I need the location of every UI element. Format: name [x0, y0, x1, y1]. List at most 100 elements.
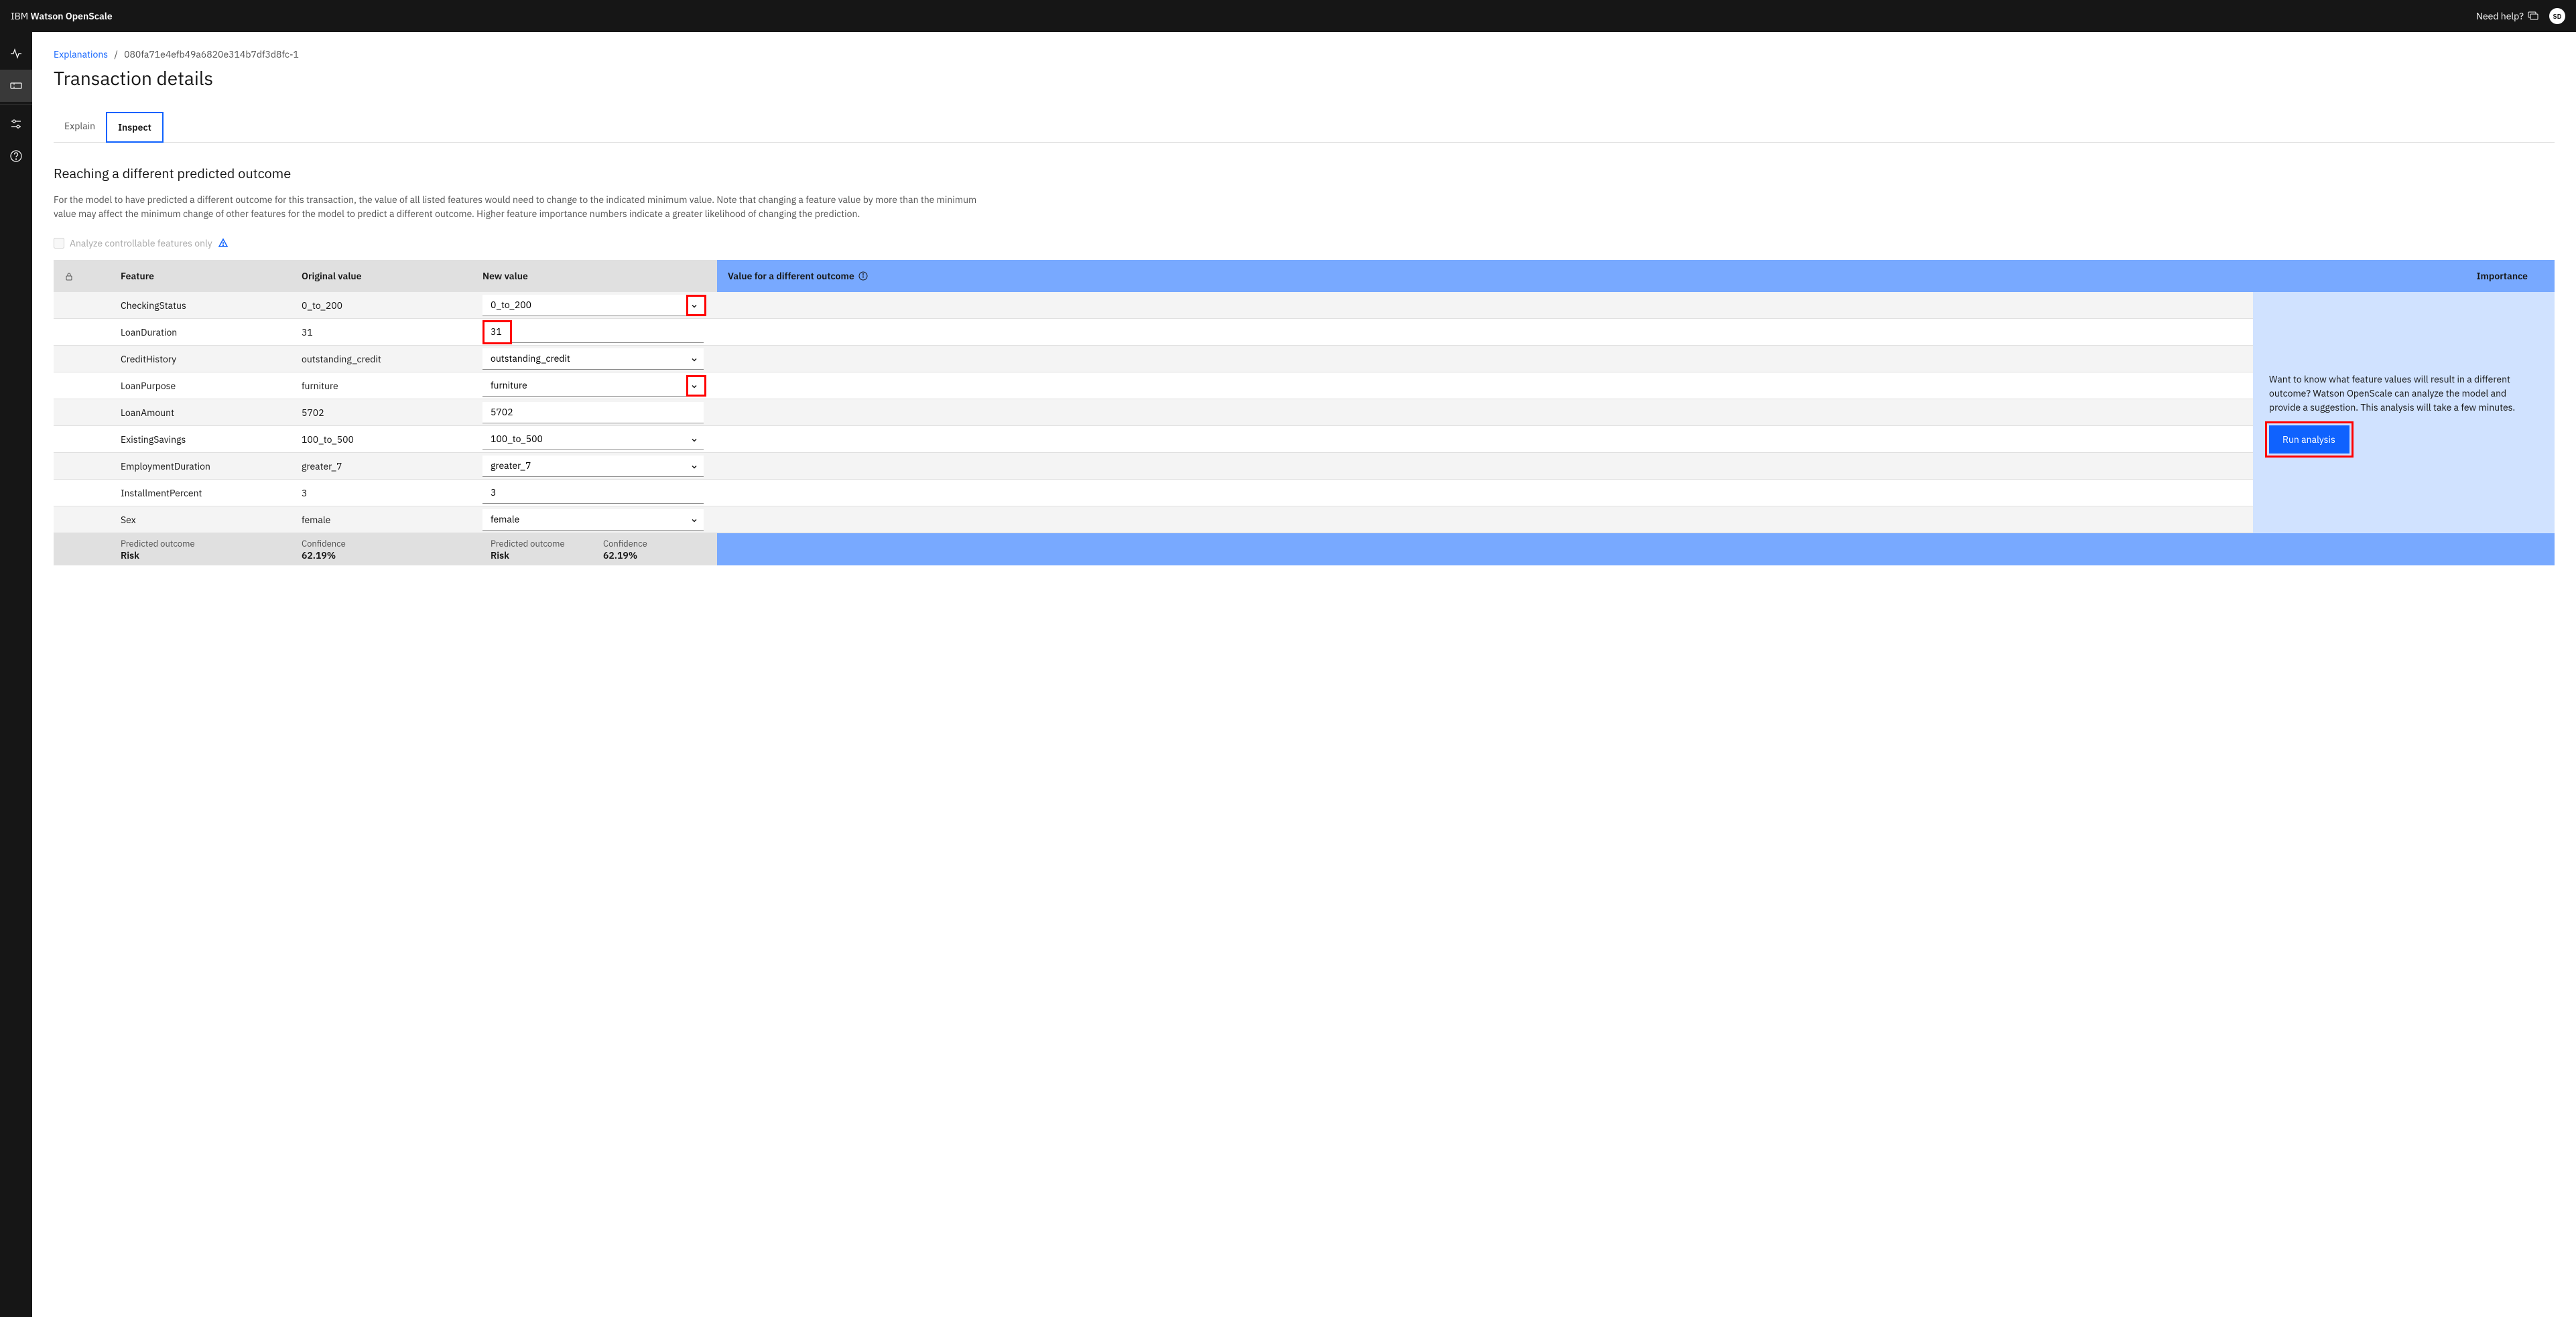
- sidebar-item-settings[interactable]: [0, 108, 32, 140]
- main-content: Explanations / 080fa71e4efb49a6820e314b7…: [32, 32, 2576, 1317]
- table-body: CheckingStatus0_to_2000_to_200LoanDurati…: [54, 292, 2555, 533]
- newvalue-select[interactable]: 100_to_500: [482, 429, 704, 450]
- sliders-icon: [9, 117, 23, 131]
- table-row: CreditHistoryoutstanding_creditoutstandi…: [54, 346, 2253, 372]
- newvalue-wrap: female: [482, 509, 704, 531]
- footer-pred-value: Risk: [121, 549, 302, 561]
- tab-inspect[interactable]: Inspect: [106, 112, 164, 143]
- help-icon: [9, 149, 23, 163]
- run-analysis-button[interactable]: Run analysis: [2269, 425, 2349, 454]
- breadcrumb-current: 080fa71e4efb49a6820e314b7df3d8fc-1: [124, 48, 299, 60]
- row-newvalue: furniture: [482, 375, 717, 397]
- info-icon[interactable]: [858, 271, 868, 281]
- row-original: 100_to_500: [302, 433, 482, 445]
- newvalue-wrap: [482, 402, 704, 423]
- row-newvalue: female: [482, 509, 717, 531]
- newvalue-select[interactable]: greater_7: [482, 456, 704, 477]
- table-row: LoanDuration31: [54, 319, 2253, 346]
- table-header: Feature Original value New value Value f…: [54, 260, 2555, 292]
- footer-conf2-value: 62.19%: [603, 549, 717, 561]
- footer-pred-label: Predicted outcome: [121, 538, 302, 549]
- th-feature: Feature: [121, 270, 302, 282]
- row-newvalue: 0_to_200: [482, 295, 717, 316]
- run-button-wrap: Run analysis: [2269, 425, 2349, 454]
- row-feature: ExistingSavings: [121, 433, 302, 445]
- table-row: ExistingSavings100_to_500100_to_500: [54, 426, 2253, 453]
- newvalue-wrap: furniture: [482, 375, 704, 397]
- table-row: CheckingStatus0_to_2000_to_200: [54, 292, 2253, 319]
- avatar-initials: SD: [2553, 12, 2562, 21]
- row-feature: CreditHistory: [121, 353, 302, 365]
- page-title: Transaction details: [54, 66, 2555, 90]
- help-label: Need help?: [2476, 10, 2524, 22]
- table-rows: CheckingStatus0_to_2000_to_200LoanDurati…: [54, 292, 2253, 533]
- newvalue-input[interactable]: [482, 402, 704, 423]
- th-outcome: Value for a different outcome: [728, 270, 854, 282]
- row-original: female: [302, 514, 482, 526]
- warning-icon: [218, 238, 229, 249]
- newvalue-input[interactable]: [482, 322, 704, 343]
- row-feature: LoanDuration: [121, 326, 302, 338]
- row-feature: LoanPurpose: [121, 380, 302, 392]
- section-title: Reaching a different predicted outcome: [54, 164, 2555, 182]
- row-newvalue: 100_to_500: [482, 429, 717, 450]
- top-bar: IBM Watson OpenScale Need help? SD: [0, 0, 2576, 32]
- row-feature: LoanAmount: [121, 407, 302, 419]
- product-name: Watson OpenScale: [30, 10, 112, 22]
- outcome-text: Want to know what feature values will re…: [2269, 372, 2538, 415]
- newvalue-wrap: [482, 482, 704, 504]
- table-row: LoanAmount5702: [54, 399, 2253, 426]
- col-lock: [54, 270, 121, 282]
- row-original: furniture: [302, 380, 482, 392]
- newvalue-wrap: [482, 322, 704, 343]
- sidebar-item-explain[interactable]: [0, 70, 32, 102]
- th-original: Original value: [302, 270, 482, 282]
- newvalue-select[interactable]: furniture: [482, 375, 704, 397]
- tabs: Explain Inspect: [54, 112, 2555, 143]
- th-importance: Importance: [2443, 270, 2544, 282]
- feature-table: Feature Original value New value Value f…: [54, 260, 2555, 565]
- section-desc: For the model to have predicted a differ…: [54, 193, 992, 221]
- newvalue-select[interactable]: outstanding_credit: [482, 348, 704, 370]
- row-newvalue: [482, 322, 717, 343]
- row-original: 5702: [302, 407, 482, 419]
- table-row: Sexfemalefemale: [54, 506, 2253, 533]
- product-prefix: IBM: [11, 10, 28, 22]
- footer-outcome-bg: [717, 533, 2555, 565]
- newvalue-input[interactable]: [482, 482, 704, 504]
- layout: Explanations / 080fa71e4efb49a6820e314b7…: [0, 32, 2576, 1317]
- newvalue-select[interactable]: 0_to_200: [482, 295, 704, 316]
- row-newvalue: [482, 402, 717, 423]
- newvalue-wrap: 100_to_500: [482, 429, 704, 450]
- footer-conf2: Confidence 62.19%: [603, 538, 717, 561]
- table-row: InstallmentPercent3: [54, 480, 2253, 506]
- sidebar-item-help[interactable]: [0, 140, 32, 172]
- chat-icon: [2528, 11, 2538, 21]
- footer-pred2-value: Risk: [491, 549, 603, 561]
- avatar[interactable]: SD: [2549, 8, 2565, 24]
- footer-conf-label: Confidence: [302, 538, 422, 549]
- row-original: 31: [302, 326, 482, 338]
- footer-conf1: Confidence 62.19%: [302, 538, 422, 561]
- footer-pred1: Predicted outcome Risk: [121, 538, 302, 561]
- row-original: 0_to_200: [302, 299, 482, 311]
- footer-pred2-label: Predicted outcome: [491, 538, 603, 549]
- row-original: outstanding_credit: [302, 353, 482, 365]
- row-feature: EmploymentDuration: [121, 460, 302, 472]
- footer-conf-value: 62.19%: [302, 549, 422, 561]
- row-original: 3: [302, 487, 482, 499]
- row-feature: Sex: [121, 514, 302, 526]
- sidebar-item-activity[interactable]: [0, 38, 32, 70]
- help-link[interactable]: Need help?: [2476, 10, 2538, 22]
- newvalue-select[interactable]: female: [482, 509, 704, 531]
- controllable-checkbox[interactable]: [54, 238, 64, 249]
- product-logo: IBM Watson OpenScale: [11, 10, 113, 22]
- topbar-right: Need help? SD: [2476, 8, 2565, 24]
- checkbox-row: Analyze controllable features only: [54, 237, 2555, 249]
- tab-explain[interactable]: Explain: [54, 112, 106, 142]
- breadcrumb-link[interactable]: Explanations: [54, 48, 108, 60]
- row-newvalue: [482, 482, 717, 504]
- footer-conf2-label: Confidence: [603, 538, 717, 549]
- footer-pred2: Predicted outcome Risk: [482, 538, 603, 561]
- newvalue-wrap: outstanding_credit: [482, 348, 704, 370]
